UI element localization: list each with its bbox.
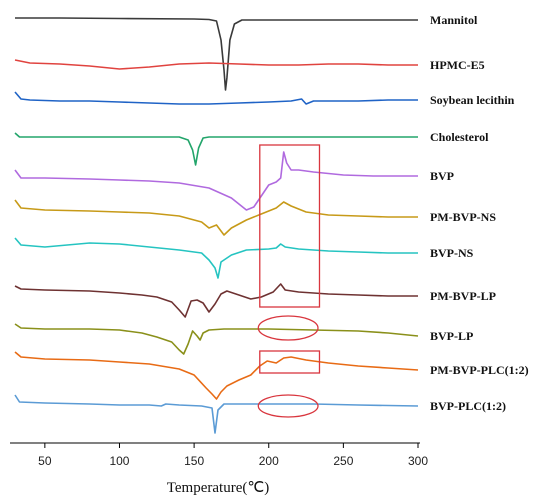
series-label-bvp-lp: BVP-LP — [430, 329, 473, 343]
x-tick-label: 200 — [259, 454, 279, 468]
curves-layer — [14, 17, 419, 434]
series-line-bvp-ns — [14, 237, 418, 279]
x-tick-label: 250 — [333, 454, 353, 468]
highlight-ellipse — [257, 315, 319, 341]
series-line-bvp — [14, 151, 418, 211]
x-axis: 50 100 150 200 250 300 — [10, 442, 428, 468]
series-line-bvp-lp — [14, 323, 419, 355]
series-label-pm-bvp-plc-1-2: PM-BVP-PLC(1:2) — [430, 363, 529, 377]
x-tick-label: 150 — [184, 454, 204, 468]
series-label-pm-bvp-ns: PM-BVP-NS — [430, 210, 496, 224]
series-label-cholesterol: Cholesterol — [430, 130, 489, 144]
annotations-layer — [257, 144, 321, 418]
highlight-ellipse — [257, 394, 319, 418]
series-line-mannitol — [15, 17, 418, 91]
series-label-bvp-plc-1-2: BVP-PLC(1:2) — [430, 399, 506, 413]
x-tick-label: 50 — [38, 454, 52, 468]
x-tick-label: 100 — [109, 454, 129, 468]
x-tick-label: 300 — [408, 454, 428, 468]
series-line-cholesterol — [14, 132, 418, 166]
series-label-mannitol: Mannitol — [430, 13, 478, 27]
series-line-pm-bvp-lp — [14, 283, 418, 318]
highlight-rectangle — [259, 144, 321, 308]
series-line-soybean-lecithin — [14, 91, 418, 105]
series-label-hpmc-e5: HPMC-E5 — [430, 58, 485, 72]
series-line-hpmc-e5 — [14, 59, 418, 70]
series-labels-layer: Mannitol HPMC-E5 Soybean lecithin Cholester… — [430, 13, 529, 413]
series-label-bvp-ns: BVP-NS — [430, 246, 474, 260]
series-label-pm-bvp-lp: PM-BVP-LP — [430, 289, 496, 303]
series-line-bvp-plc-1-2 — [14, 394, 419, 434]
series-line-pm-bvp-plc-1-2 — [14, 351, 419, 400]
series-line-pm-bvp-ns — [14, 199, 418, 236]
series-label-bvp: BVP — [430, 169, 454, 183]
highlight-rectangle — [259, 350, 321, 374]
series-label-soybean-lecithin: Soybean lecithin — [430, 93, 515, 107]
x-axis-ticks: 50 100 150 200 250 300 — [38, 443, 428, 468]
x-axis-title: Temperature(℃) — [167, 480, 269, 496]
